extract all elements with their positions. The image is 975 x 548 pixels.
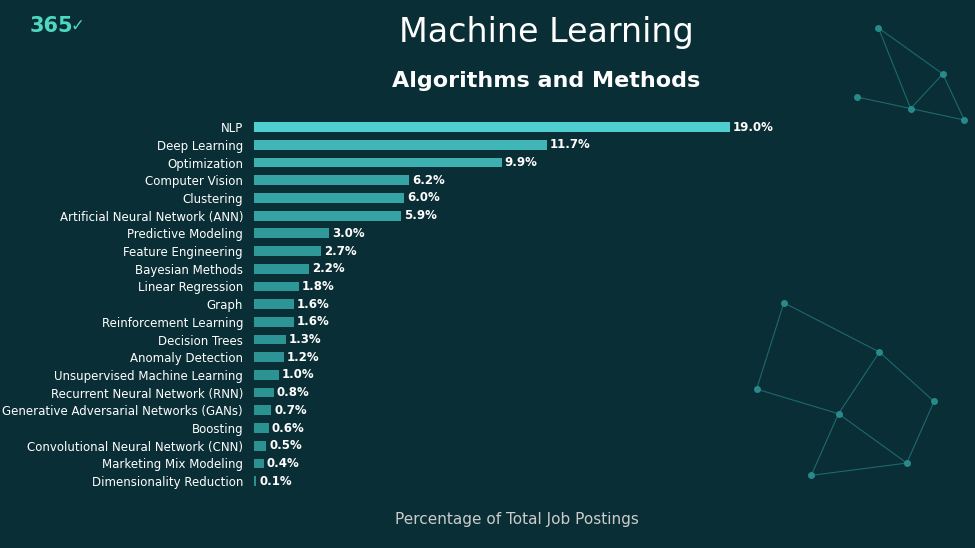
Text: 1.3%: 1.3% — [290, 333, 322, 346]
Text: 6.0%: 6.0% — [407, 191, 440, 204]
Bar — [254, 388, 274, 397]
Text: ✓: ✓ — [70, 16, 84, 35]
Text: 0.4%: 0.4% — [266, 457, 299, 470]
Bar — [254, 441, 266, 450]
Bar — [254, 264, 309, 273]
Text: Machine Learning: Machine Learning — [399, 16, 693, 49]
Text: 19.0%: 19.0% — [733, 121, 774, 134]
Bar — [254, 246, 321, 256]
Text: 0.8%: 0.8% — [277, 386, 309, 399]
Text: 0.1%: 0.1% — [259, 475, 292, 488]
Bar — [254, 175, 409, 185]
Bar — [254, 122, 730, 132]
Bar — [254, 140, 547, 150]
X-axis label: Percentage of Total Job Postings: Percentage of Total Job Postings — [395, 512, 639, 528]
Text: 0.6%: 0.6% — [272, 421, 304, 435]
Text: 1.6%: 1.6% — [296, 298, 330, 311]
Bar — [254, 317, 293, 327]
Text: 3.0%: 3.0% — [332, 227, 365, 240]
Text: 0.7%: 0.7% — [274, 404, 307, 417]
Bar — [254, 352, 284, 362]
Bar — [254, 406, 271, 415]
Text: 6.2%: 6.2% — [412, 174, 445, 187]
Bar — [254, 193, 404, 203]
Text: 1.0%: 1.0% — [282, 368, 314, 381]
Bar — [254, 476, 256, 486]
Text: 9.9%: 9.9% — [505, 156, 537, 169]
Bar — [254, 370, 279, 380]
Bar — [254, 299, 293, 309]
Bar — [254, 211, 402, 220]
Bar — [254, 459, 263, 469]
Text: 5.9%: 5.9% — [405, 209, 438, 222]
Text: 11.7%: 11.7% — [550, 138, 591, 151]
Text: Algorithms and Methods: Algorithms and Methods — [392, 71, 700, 91]
Text: 2.2%: 2.2% — [312, 262, 344, 275]
Text: 0.5%: 0.5% — [269, 439, 302, 452]
Bar — [254, 423, 268, 433]
Text: 1.2%: 1.2% — [287, 351, 319, 364]
Text: 365: 365 — [29, 16, 73, 36]
Text: 1.8%: 1.8% — [301, 280, 334, 293]
Bar — [254, 229, 329, 238]
Text: 2.7%: 2.7% — [325, 244, 357, 258]
Bar — [254, 282, 298, 292]
Text: 1.6%: 1.6% — [296, 315, 330, 328]
Bar — [254, 335, 286, 344]
Bar — [254, 158, 502, 168]
